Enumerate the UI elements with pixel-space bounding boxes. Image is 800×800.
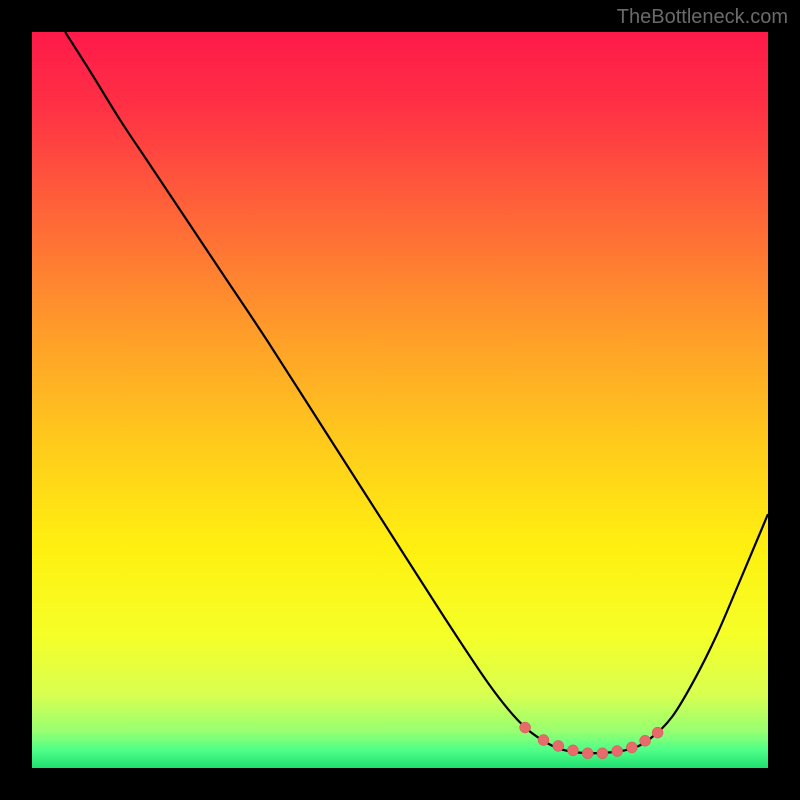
- marker-point: [612, 746, 623, 757]
- marker-point: [626, 742, 637, 753]
- optimal-range-markers: [520, 722, 663, 759]
- marker-point: [553, 740, 564, 751]
- chart-container: TheBottleneck.com: [0, 0, 800, 800]
- marker-point: [652, 727, 663, 738]
- watermark-text: TheBottleneck.com: [617, 6, 788, 29]
- bottleneck-curve: [65, 32, 768, 753]
- marker-point: [582, 748, 593, 759]
- marker-point: [538, 735, 549, 746]
- marker-point: [567, 745, 578, 756]
- marker-point: [640, 735, 651, 746]
- curve-layer: [32, 32, 768, 768]
- marker-point: [597, 748, 608, 759]
- plot-area: [32, 32, 768, 768]
- marker-point: [520, 722, 531, 733]
